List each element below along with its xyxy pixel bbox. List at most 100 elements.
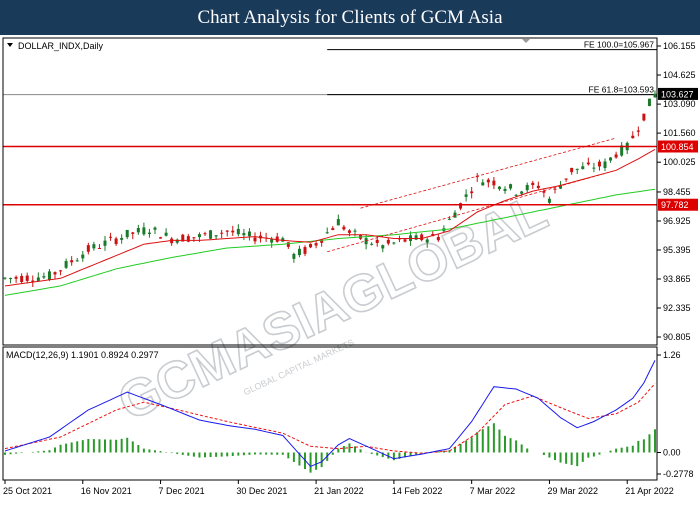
price-y-tick-label: 100.025 <box>663 157 696 167</box>
candle-body <box>475 176 479 178</box>
candle-body <box>470 191 474 194</box>
candle-body <box>581 166 585 170</box>
candle-body <box>114 238 118 245</box>
candle-body <box>647 98 651 107</box>
candle-body <box>520 191 524 194</box>
candle-body <box>220 232 224 234</box>
candle-body <box>164 232 168 236</box>
candle-body <box>620 145 624 156</box>
candle-body <box>242 233 246 236</box>
candle-body <box>436 237 440 241</box>
candle-body <box>125 229 129 238</box>
x-tick-label: 30 Dec 2021 <box>236 486 287 496</box>
chart-svg: GCMASIAGLOBAL GLOBAL CAPITAL MARKETS DOL… <box>2 37 698 496</box>
candle-body <box>303 247 307 254</box>
current-price-tag <box>658 87 698 100</box>
candle-body <box>70 260 74 263</box>
candle-body <box>347 230 351 233</box>
candle-body <box>614 154 618 158</box>
candle-body <box>136 227 140 233</box>
macd-y-tick-label: -0.2778 <box>663 469 694 479</box>
candle-body <box>514 194 518 196</box>
candle-body <box>175 239 179 243</box>
candle-body <box>492 180 496 186</box>
candle-body <box>414 235 418 240</box>
candle-body <box>631 135 635 139</box>
candle-body <box>353 230 357 232</box>
candle-body <box>386 239 390 244</box>
x-tick-label: 16 Nov 2021 <box>81 486 132 496</box>
candle-body <box>459 203 463 209</box>
chart-area: GCMASIAGLOBAL GLOBAL CAPITAL MARKETS DOL… <box>0 35 700 500</box>
candle-body <box>425 239 429 243</box>
channel-lower <box>327 169 617 253</box>
macd-panel-border <box>2 346 658 481</box>
macd-y-tick-label: 0.00 <box>663 448 681 458</box>
candle-body <box>103 240 107 246</box>
candle-body <box>97 248 101 250</box>
candle-body <box>236 228 240 235</box>
candle-body <box>120 237 124 240</box>
candle-body <box>453 212 457 218</box>
candle-body <box>292 253 296 259</box>
candle-body <box>214 235 218 237</box>
macd-panel: MACD(12,26,9) 1.1901 0.8924 0.2977 1.26 0.… <box>4 350 694 479</box>
price-y-tick-label: 101.560 <box>663 128 696 138</box>
candle-body <box>231 230 235 233</box>
candle-body <box>331 228 335 231</box>
candle-body <box>253 237 257 242</box>
candle-body <box>42 276 46 278</box>
price-y-tick-label: 93.865 <box>663 274 691 284</box>
macd-signal-line <box>4 383 656 454</box>
x-tick-label: 21 Apr 2022 <box>625 486 674 496</box>
price-panel: DOLLAR_INDX,Daily 106.155104.625103.09010… <box>3 39 698 342</box>
macd-y-tick-label: 1.26 <box>663 350 681 360</box>
x-tick-label: 7 Dec 2021 <box>159 486 205 496</box>
candle-body <box>309 243 313 248</box>
price-y-tick-label: 90.805 <box>663 332 691 342</box>
candle-body <box>542 190 546 193</box>
candle-body <box>547 198 551 203</box>
candle-body <box>609 157 613 161</box>
candle-body <box>247 231 251 237</box>
price-y-tick-label: 103.090 <box>663 99 696 109</box>
candle-body <box>64 261 68 268</box>
price-y-tick-label: 95.395 <box>663 245 691 255</box>
candle-body <box>25 275 29 281</box>
candle-body <box>59 270 63 272</box>
candle-body <box>503 188 507 192</box>
candle-body <box>92 244 96 249</box>
macd-title: MACD(12,26,9) 1.1901 0.8924 0.2977 <box>6 350 159 360</box>
candle-body <box>9 278 13 280</box>
price-y-tick-label: 98.455 <box>663 187 691 197</box>
candle-body <box>86 245 90 252</box>
candle-body <box>464 194 468 197</box>
candle-body <box>586 162 590 165</box>
candle-body <box>225 230 229 232</box>
candle-body <box>642 113 646 121</box>
price-y-tick-label: 106.155 <box>663 41 696 51</box>
shift-marker-icon <box>522 39 530 43</box>
candle-body <box>447 218 451 220</box>
candle-body <box>14 276 18 279</box>
candle-body <box>570 167 574 173</box>
candle-body <box>36 277 40 281</box>
dropdown-triangle-icon <box>7 43 13 47</box>
candle-body <box>336 219 340 226</box>
candle-body <box>531 182 535 186</box>
candle-body <box>320 239 324 243</box>
candle-body <box>370 243 374 245</box>
candle-body <box>597 161 601 167</box>
current-price-label: 103.627 <box>661 89 694 99</box>
channel-upper <box>360 137 617 209</box>
x-tick-label: 14 Feb 2022 <box>392 486 443 496</box>
candle-body <box>159 237 163 239</box>
candle-body <box>47 271 51 280</box>
price-panel-border <box>2 37 658 346</box>
candle-body <box>147 232 151 234</box>
resistance-tag-label: 100.854 <box>661 142 694 152</box>
x-tick-label: 29 Mar 2022 <box>547 486 598 496</box>
candle-body <box>181 234 185 242</box>
candle-body <box>509 184 513 189</box>
candle-body <box>31 280 35 282</box>
